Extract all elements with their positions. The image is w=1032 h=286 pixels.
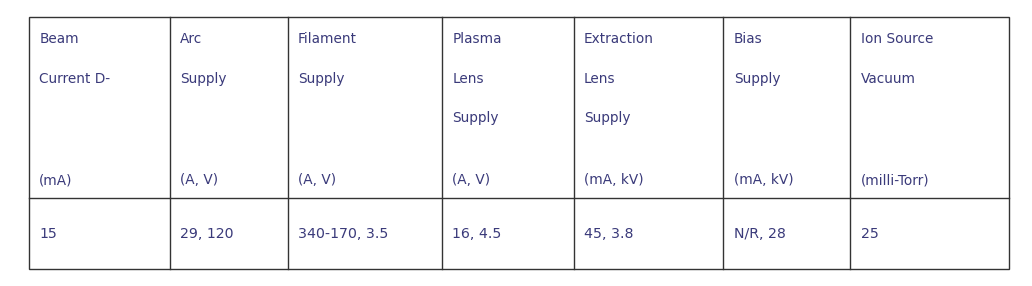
Text: Supply: Supply (584, 111, 631, 125)
Text: Arc: Arc (180, 32, 202, 46)
Text: Supply: Supply (452, 111, 498, 125)
Text: Lens: Lens (584, 72, 615, 86)
Text: Current D-: Current D- (39, 72, 110, 86)
Text: (mA, kV): (mA, kV) (584, 174, 644, 188)
Text: (A, V): (A, V) (180, 174, 218, 188)
Text: Filament: Filament (298, 32, 357, 46)
Text: 15: 15 (39, 227, 57, 241)
Text: 16, 4.5: 16, 4.5 (452, 227, 502, 241)
Text: Extraction: Extraction (584, 32, 654, 46)
Text: Supply: Supply (180, 72, 226, 86)
Text: Ion Source: Ion Source (861, 32, 933, 46)
Text: (mA): (mA) (39, 174, 72, 188)
Text: Vacuum: Vacuum (861, 72, 915, 86)
Text: Plasma: Plasma (452, 32, 502, 46)
Text: 340-170, 3.5: 340-170, 3.5 (298, 227, 388, 241)
Text: 45, 3.8: 45, 3.8 (584, 227, 634, 241)
Text: (A, V): (A, V) (298, 174, 336, 188)
Text: 25: 25 (861, 227, 878, 241)
Text: (milli-Torr): (milli-Torr) (861, 174, 930, 188)
Text: Bias: Bias (734, 32, 763, 46)
Text: Beam: Beam (39, 32, 78, 46)
Bar (29, 17, 1009, 269)
Text: Lens: Lens (452, 72, 484, 86)
Text: Supply: Supply (734, 72, 780, 86)
Text: 29, 120: 29, 120 (180, 227, 233, 241)
Text: (mA, kV): (mA, kV) (734, 174, 794, 188)
Text: N/R, 28: N/R, 28 (734, 227, 785, 241)
Text: (A, V): (A, V) (452, 174, 490, 188)
Text: Supply: Supply (298, 72, 345, 86)
